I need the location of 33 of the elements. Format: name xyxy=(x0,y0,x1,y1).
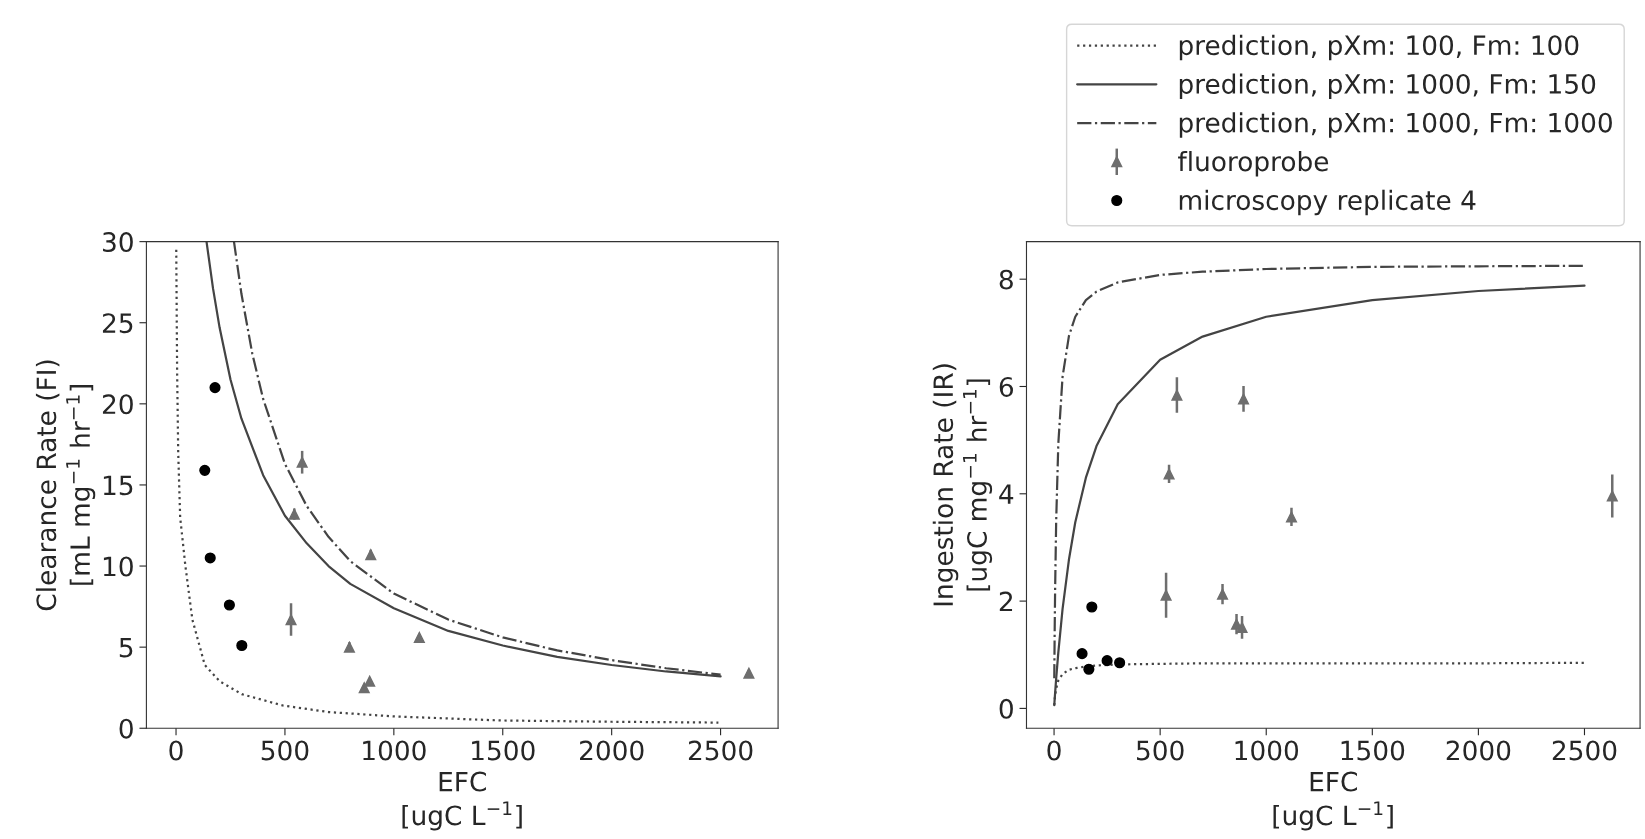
x-tick-label: 2000 xyxy=(580,740,644,761)
legend-label: fluoroprobe xyxy=(1178,150,1329,177)
x-tick-label: 1000 xyxy=(363,740,426,761)
x-axis-title: EFC [ugC L$^{−1}$] xyxy=(402,771,522,831)
y-axis-title: Clearance Rate (FI) [mL mg$^{−1}$ hr$^{−1}$] xyxy=(35,360,96,611)
y-tick-label: 10 xyxy=(103,556,133,577)
x-tick-label: 0 xyxy=(1047,740,1061,761)
y-tick-label: 6 xyxy=(999,376,1014,397)
x-axis-title: EFC [ugC L$^{−1}$] xyxy=(1273,771,1393,831)
y-tick-label: 8 xyxy=(999,269,1013,290)
x-tick-label: 0 xyxy=(169,740,183,761)
x-tick-label: 1500 xyxy=(472,740,535,761)
x-tick-label: 1000 xyxy=(1235,740,1299,761)
y-tick-label: 4 xyxy=(999,484,1014,504)
x-tick-label: 2500 xyxy=(688,740,753,761)
y-tick-label: 2 xyxy=(999,591,1013,612)
y-tick-label: 20 xyxy=(102,394,133,415)
x-tick-label: 2500 xyxy=(1552,740,1617,761)
y-tick-label: 25 xyxy=(102,313,133,334)
legend-label: prediction, pXm: 1000, Fm: 150 xyxy=(1179,73,1596,100)
y-tick-label: 15 xyxy=(103,475,133,496)
x-tick-label: 500 xyxy=(261,740,309,761)
y-tick-label: 0 xyxy=(119,718,133,739)
x-tick-label: 500 xyxy=(1137,740,1184,761)
y-tick-label: 5 xyxy=(119,637,133,658)
legend-label: prediction, pXm: 100, Fm: 100 xyxy=(1179,34,1579,61)
x-tick-label: 2000 xyxy=(1446,740,1511,761)
legend-label: microscopy replicate 4 xyxy=(1179,189,1476,216)
legend-label: prediction, pXm: 1000, Fm: 1000 xyxy=(1179,112,1612,138)
y-tick-label: 0 xyxy=(999,698,1013,719)
x-tick-label: 1500 xyxy=(1341,740,1405,761)
y-tick-label: 30 xyxy=(103,232,133,253)
y-axis-title: Ingestion Rate (IR) [ugC mg$^{−1}$ hr$^{−1}$] xyxy=(932,364,993,606)
